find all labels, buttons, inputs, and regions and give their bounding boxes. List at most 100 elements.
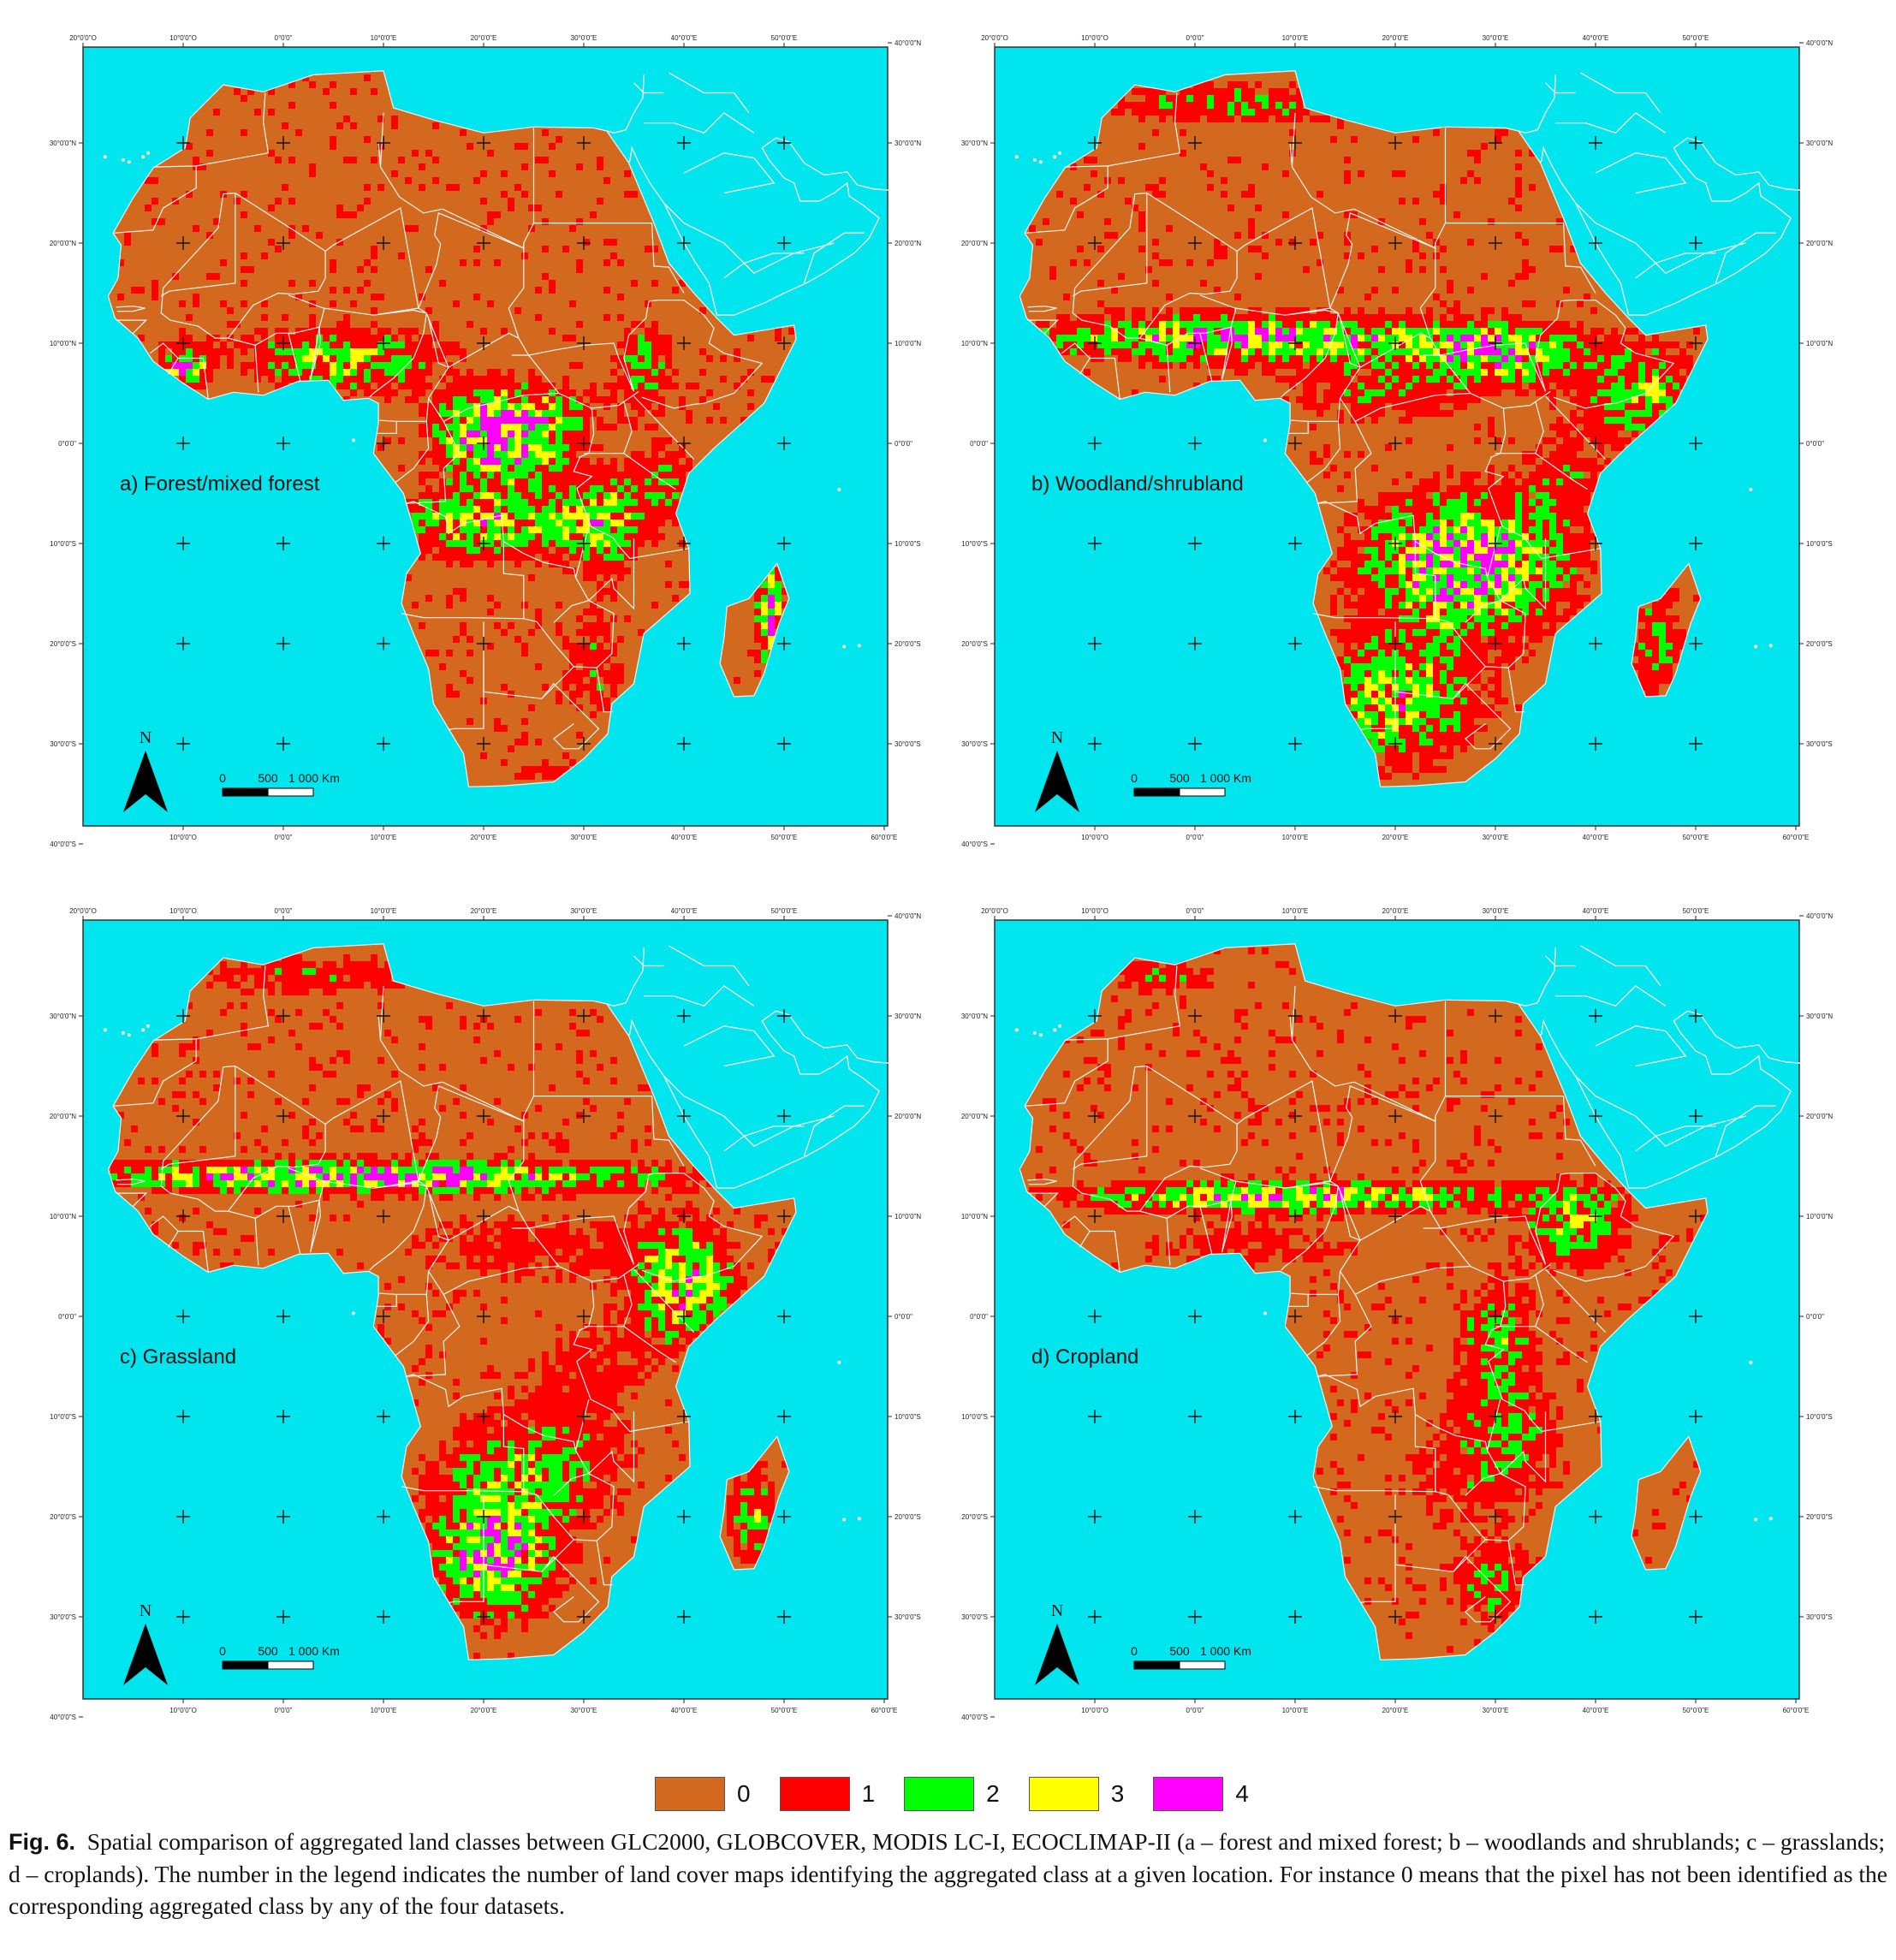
bottom-tick-label: 0°0'0" xyxy=(275,834,293,841)
bottom-tick-label: 10°0'0"O xyxy=(169,834,197,841)
bottom-tick-label: 50°0'0"E xyxy=(1683,1707,1709,1714)
top-tick-label: 30°0'0"E xyxy=(571,34,597,42)
right-tick-label: 20°0'0"N xyxy=(1806,240,1833,247)
right-tick-label: 10°0'0"N xyxy=(1806,340,1833,347)
legend-label: 2 xyxy=(986,1780,1000,1807)
right-tick-label: 10°0'0"N xyxy=(895,340,921,347)
right-tick-label: 20°0'0"N xyxy=(1806,1113,1833,1120)
island xyxy=(121,1030,125,1035)
bottom-tick-label: 30°0'0"E xyxy=(1483,1707,1509,1714)
right-tick-label: 0°0'0" xyxy=(895,1313,912,1321)
scale-label: 1 000 Km xyxy=(1200,1644,1251,1658)
top-tick-label: 20°0'0"O xyxy=(981,34,1008,42)
middle-east-coastline xyxy=(606,945,900,1189)
top-tick-label: 10°0'0"E xyxy=(1282,34,1309,42)
island xyxy=(1263,1311,1267,1316)
left-tick-label: 10°0'0"S xyxy=(50,540,76,548)
scale-label: 0 xyxy=(1131,771,1138,785)
island xyxy=(41,281,45,285)
class-4-cells xyxy=(1214,1187,1344,1201)
land-class-raster xyxy=(1029,947,1707,1653)
island xyxy=(146,1024,151,1028)
panel-title: b) Woodland/shrubland xyxy=(1031,472,1244,496)
legend: 0 1 2 3 4 xyxy=(655,1773,1278,1814)
island xyxy=(1038,1033,1043,1037)
scale-bar: 0 500 1 000 Km xyxy=(1131,771,1251,797)
island xyxy=(842,644,847,649)
left-tick-label: 30°0'0"N xyxy=(961,140,988,147)
left-tick-label: 20°0'0"N xyxy=(50,1113,76,1120)
island xyxy=(1058,1024,1062,1028)
scale-label: 0 xyxy=(219,771,226,785)
figure-caption: Fig. 6. Spatial comparison of aggregated… xyxy=(9,1826,1887,1921)
island xyxy=(1038,160,1043,164)
bottom-tick-label: 60°0'0"E xyxy=(1783,834,1810,841)
island xyxy=(1754,1518,1758,1522)
right-tick-label: 30°0'0"N xyxy=(1806,140,1833,147)
country-borders xyxy=(1025,965,1675,1623)
north-label: N xyxy=(1051,728,1063,747)
right-tick-label: 30°0'0"N xyxy=(895,1013,921,1020)
scale-bar: 0 500 1 000 Km xyxy=(219,771,340,797)
right-tick-label: 20°0'0"S xyxy=(895,640,921,648)
top-tick-label: 20°0'0"O xyxy=(69,907,97,915)
top-tick-label: 50°0'0"E xyxy=(771,34,798,42)
left-tick-label: 0°0'0" xyxy=(970,440,988,448)
top-tick-label: 0°0'0" xyxy=(275,34,293,42)
bottom-tick-label: 10°0'0"E xyxy=(371,834,397,841)
top-tick-label: 20°0'0"O xyxy=(981,907,1008,915)
bottom-tick-label: 10°0'0"E xyxy=(1282,834,1309,841)
left-tick-label: 30°0'0"S xyxy=(961,740,988,748)
island xyxy=(857,1517,861,1521)
scale-label: 1 000 Km xyxy=(1200,771,1251,785)
map-panel-c: 20°0'0"O 10°0'0"O 0°0'0" 10°0'0"E 20°0'0"E 30… xyxy=(13,894,929,1742)
left-tick-label: 20°0'0"N xyxy=(50,240,76,247)
bottom-tick-label: 10°0'0"E xyxy=(371,1707,397,1714)
scale-label: 500 xyxy=(258,1644,278,1658)
island xyxy=(857,644,861,648)
graticule-crosses xyxy=(176,1009,791,1624)
map-svg: 20°0'0"O 10°0'0"O 0°0'0" 10°0'0"E 20°0'0"E 30… xyxy=(953,34,1833,848)
north-arrow-icon: N xyxy=(123,1601,168,1685)
bottom-tick-label: 20°0'0"E xyxy=(1382,834,1409,841)
right-tick-label: 20°0'0"S xyxy=(895,1513,921,1521)
legend-swatch xyxy=(1028,1777,1099,1811)
right-tick-label: 20°0'0"N xyxy=(895,240,921,247)
island xyxy=(953,281,957,285)
right-tick-label: 30°0'0"S xyxy=(1806,1613,1833,1621)
island xyxy=(958,1159,962,1163)
legend-label: 0 xyxy=(737,1780,751,1807)
top-tick-label: 20°0'0"E xyxy=(471,34,497,42)
island xyxy=(1014,1028,1019,1032)
north-label: N xyxy=(140,728,152,747)
africa-coastline xyxy=(107,943,797,1660)
north-arrow-icon: N xyxy=(123,728,168,812)
class-1-cells xyxy=(1029,81,1700,780)
island xyxy=(1263,438,1267,442)
left-tick-label: 0°0'0" xyxy=(58,440,76,448)
island xyxy=(103,155,107,159)
top-tick-label: 40°0'0"E xyxy=(1583,34,1609,42)
right-tick-label: 30°0'0"S xyxy=(895,1613,921,1621)
north-arrow-icon: N xyxy=(1035,1601,1079,1685)
left-tick-label: 30°0'0"S xyxy=(50,740,76,748)
madagascar-coastline xyxy=(1631,562,1702,698)
right-tick-label: 30°0'0"S xyxy=(895,740,921,748)
top-tick-label: 10°0'0"O xyxy=(169,34,197,42)
right-tick-label: 10°0'0"N xyxy=(1806,1213,1833,1221)
land-class-raster xyxy=(117,74,795,780)
island xyxy=(1014,155,1019,159)
right-tick-label: 10°0'0"S xyxy=(1806,540,1833,548)
top-tick-label: 20°0'0"E xyxy=(471,907,497,915)
bottom-tick-label: 20°0'0"E xyxy=(471,1707,497,1714)
right-tick-label: 10°0'0"S xyxy=(895,1413,921,1421)
island xyxy=(1768,1517,1773,1521)
bottom-tick-label: 20°0'0"E xyxy=(471,834,497,841)
island xyxy=(141,1028,146,1032)
africa-coastline xyxy=(1019,70,1709,787)
right-tick-label: 20°0'0"N xyxy=(895,1113,921,1120)
left-tick-label: 10°0'0"N xyxy=(50,340,76,347)
island xyxy=(46,1159,51,1163)
bottom-tick-label: 40°0'0"E xyxy=(671,1707,698,1714)
scale-label: 500 xyxy=(258,771,278,785)
